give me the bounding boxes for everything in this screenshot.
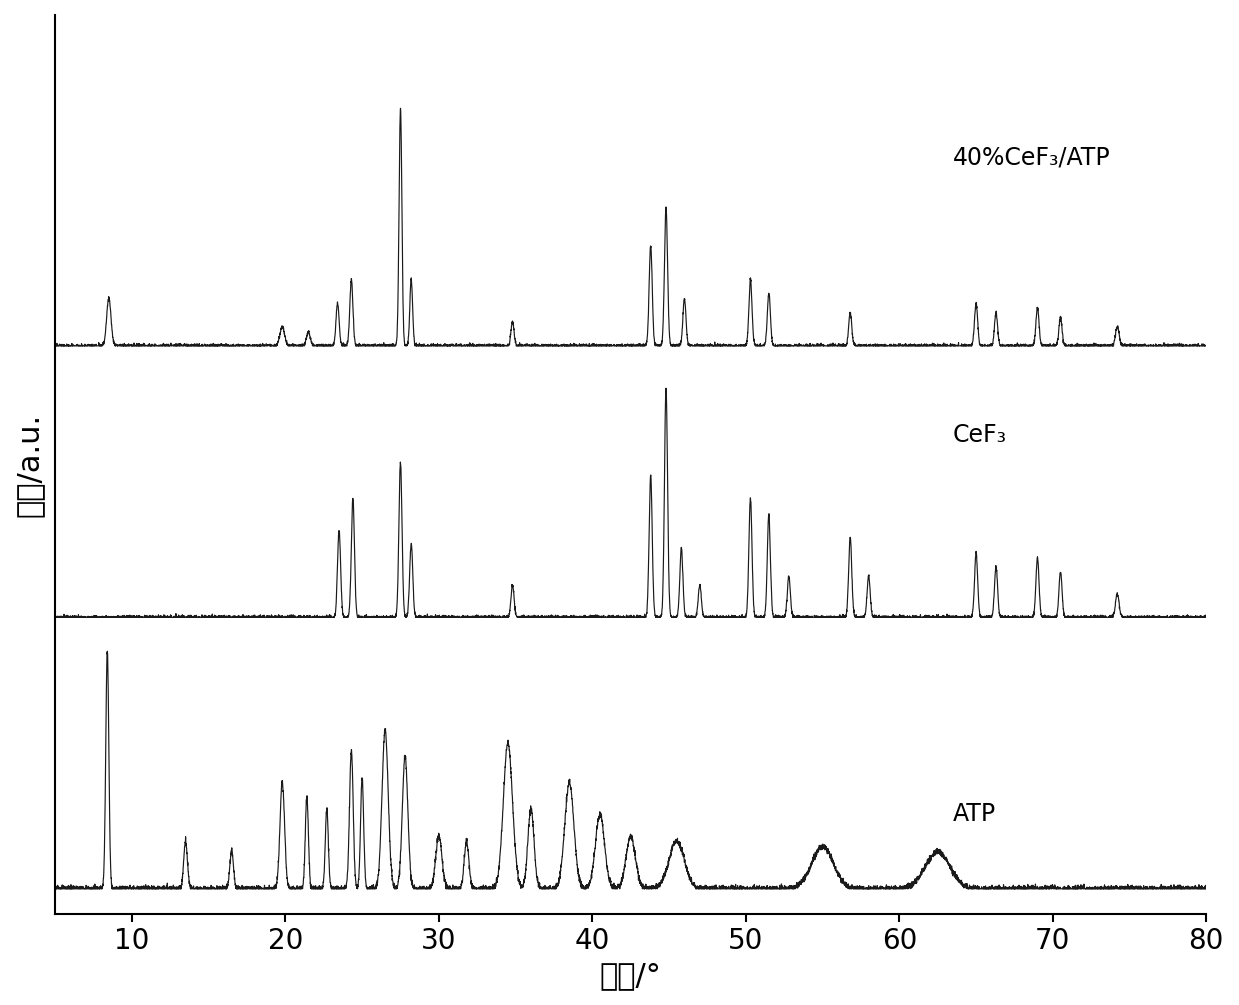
- Text: ATP: ATP: [953, 802, 996, 826]
- Text: CeF₃: CeF₃: [953, 422, 1007, 446]
- Text: 40%CeF₃/ATP: 40%CeF₃/ATP: [953, 146, 1110, 170]
- X-axis label: 角度/°: 角度/°: [600, 961, 662, 990]
- Y-axis label: 强度/a.u.: 强度/a.u.: [15, 413, 45, 517]
